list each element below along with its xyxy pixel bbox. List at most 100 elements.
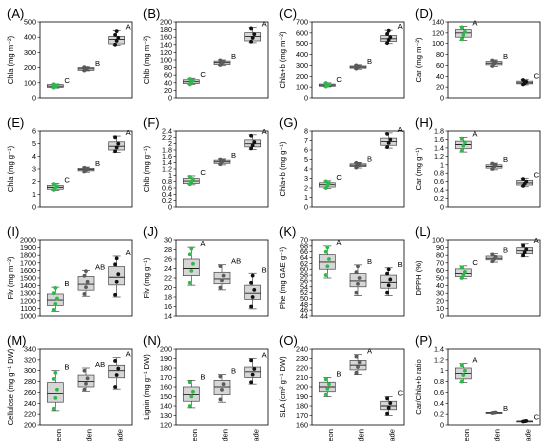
- data-point: [385, 290, 389, 295]
- data-point: [385, 411, 389, 416]
- data-point: [323, 186, 328, 190]
- y-tick-label: 0: [440, 94, 444, 103]
- y-tick-label: 160: [160, 33, 172, 42]
- y-tick-label: 80: [164, 63, 172, 72]
- y-tick-label: 0: [32, 94, 36, 103]
- data-point: [51, 406, 56, 411]
- data-point: [218, 264, 223, 269]
- y-tick-label: 20: [436, 296, 444, 305]
- plot-frame: [311, 130, 405, 208]
- y-axis-label: Car (mg g⁻¹): [414, 147, 423, 190]
- y-tick-label: 170: [296, 411, 308, 420]
- y-axis-label: Chla+b (mg m⁻²): [278, 31, 287, 88]
- y-tick-label: 20: [436, 83, 444, 92]
- box-golden: AB: [77, 262, 105, 297]
- data-point: [113, 33, 117, 37]
- y-tick-label: 220: [24, 410, 36, 419]
- y-tick-label: 300: [24, 48, 36, 57]
- x-category-label: Golden: [357, 429, 366, 441]
- y-tick-label: 60: [300, 265, 308, 274]
- box-golden: B: [485, 246, 508, 264]
- box-golden: B: [349, 57, 372, 71]
- y-tick-label: 1800: [20, 251, 36, 260]
- y-tick-label: 1.6: [162, 152, 172, 161]
- data-point: [386, 140, 391, 145]
- significance-letter: A: [472, 18, 478, 27]
- data-point: [354, 354, 359, 359]
- y-axis-label: Flv (mg g⁻¹): [142, 257, 151, 298]
- y-tick-label: 46: [300, 306, 308, 315]
- significance-letter: C: [534, 170, 540, 179]
- y-tick-label: 60: [164, 71, 172, 80]
- y-tick-label: 150: [160, 392, 172, 401]
- data-point: [218, 58, 223, 63]
- box-golden: B: [213, 52, 236, 67]
- data-point: [114, 39, 119, 43]
- y-tick-label: 40: [164, 78, 172, 87]
- y-tick-label: 4: [304, 165, 308, 174]
- box-iqr: [244, 366, 262, 378]
- data-point: [459, 276, 464, 280]
- data-point: [493, 163, 498, 168]
- data-point: [388, 35, 393, 40]
- data-point: [461, 143, 466, 148]
- box-neon: C: [182, 168, 206, 187]
- data-point: [252, 140, 257, 144]
- x-category-label: Neon: [190, 429, 199, 441]
- data-point: [386, 406, 391, 410]
- panel-i: (I)Flv (mg m⁻²)1000110012001300140015001…: [6, 224, 133, 321]
- y-tick-label: 200: [160, 18, 172, 27]
- plot-frame: [447, 130, 541, 208]
- significance-letter: C: [534, 413, 540, 422]
- box-jade: C: [516, 413, 540, 424]
- data-point: [218, 397, 223, 402]
- data-point: [386, 267, 391, 272]
- data-point: [521, 78, 525, 82]
- significance-letter: AB: [95, 360, 105, 369]
- y-tick-label: 26: [164, 255, 172, 264]
- data-point: [323, 273, 328, 277]
- panel-o: (O) SLA (cm² g⁻¹ DW) 160170180190200210220…: [278, 333, 405, 441]
- box-neon: A: [454, 356, 478, 384]
- y-tick-label: 300: [24, 366, 36, 375]
- data-point: [521, 177, 525, 182]
- y-tick-label: 500: [296, 39, 308, 48]
- data-point: [490, 161, 495, 166]
- panel-label: (D): [415, 6, 433, 21]
- box-iqr: [213, 271, 231, 285]
- y-tick-label: 1.4: [434, 345, 444, 354]
- y-tick-label: 200: [160, 345, 172, 354]
- significance-letter: AB: [231, 257, 241, 266]
- data-point: [252, 367, 257, 371]
- y-tick-label: 56: [300, 276, 308, 285]
- significance-letter: C: [200, 168, 206, 177]
- data-point: [187, 175, 192, 179]
- plot-frame: [175, 348, 269, 426]
- data-point: [356, 264, 360, 269]
- box-jade: A: [108, 22, 132, 47]
- significance-letter: A: [200, 239, 206, 248]
- y-tick-label: 0: [304, 203, 308, 212]
- y-tick-label: 0.8: [162, 177, 172, 186]
- y-tick-label: 8: [304, 127, 308, 136]
- significance-letter: B: [367, 57, 372, 66]
- significance-letter: C: [64, 176, 70, 185]
- panel-m: (M)Cellulose (mg g⁻¹ DW) 200 220 240 260 280 3…: [6, 333, 133, 441]
- panel-label: (J): [143, 224, 158, 239]
- y-tick-label: 60: [436, 266, 444, 275]
- data-point: [82, 65, 87, 70]
- significance-letter: A: [126, 350, 132, 359]
- panel-label: (I): [7, 224, 19, 239]
- data-point: [55, 387, 59, 392]
- box-golden: B: [213, 367, 236, 403]
- box-jade: A: [108, 128, 132, 154]
- y-tick-label: 20: [164, 283, 172, 292]
- box-iqr: [108, 266, 126, 286]
- panel-label: (M): [7, 333, 27, 348]
- panel-c: (C) Chla+b (mg m⁻²) 0 100 200 300 400 500 600700…: [278, 6, 405, 103]
- data-point: [53, 285, 58, 290]
- data-point: [354, 63, 359, 68]
- y-tick-label: 1700: [20, 258, 36, 267]
- y-tick-label: 70: [300, 236, 308, 245]
